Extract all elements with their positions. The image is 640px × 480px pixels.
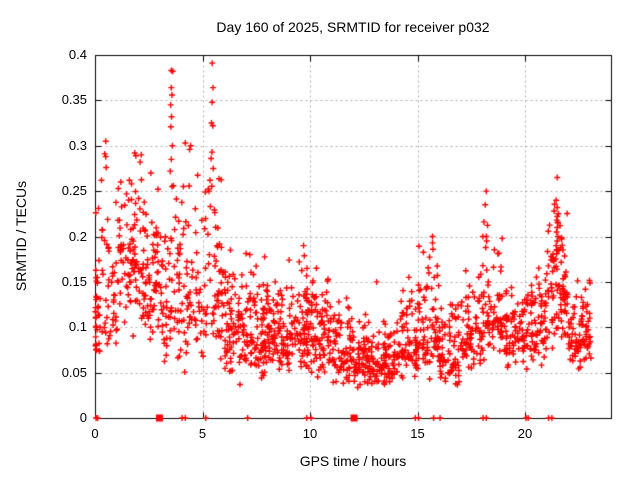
- y-tick-label: 0.3: [68, 137, 87, 153]
- x-tick-label: 20: [517, 426, 533, 441]
- y-tick-label: 0.1: [68, 319, 87, 335]
- x-axis-label: GPS time / hours: [299, 453, 407, 469]
- chart-title: Day 160 of 2025, SRMTID for receiver p03…: [216, 19, 490, 35]
- y-tick-label: 0.2: [68, 228, 87, 244]
- y-tick-label: 0.25: [61, 183, 87, 199]
- y-tick-label: 0.35: [61, 92, 87, 108]
- x-tick-label: 10: [302, 426, 318, 441]
- y-tick-label: 0.05: [61, 364, 87, 380]
- x-tick-label: 15: [410, 426, 425, 441]
- x-tick-label: 5: [198, 426, 207, 441]
- x-tick-label: 0: [91, 426, 99, 441]
- y-tick-label: 0: [79, 410, 87, 425]
- y-tick-label: 0.4: [68, 47, 87, 62]
- y-tick-label: 0.15: [61, 273, 87, 289]
